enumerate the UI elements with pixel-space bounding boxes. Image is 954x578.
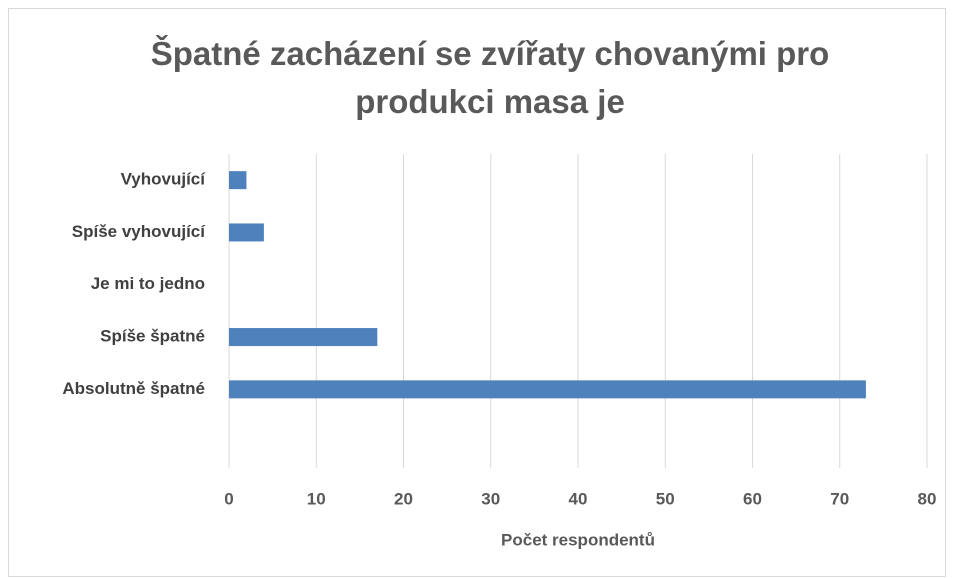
x-tick-label: 50 <box>656 489 675 508</box>
x-tick-label: 60 <box>743 489 762 508</box>
chart-border <box>8 8 946 577</box>
bar <box>229 380 866 399</box>
y-tick-label: Spíše vyhovující <box>72 222 206 241</box>
y-tick-label: Spíše špatné <box>100 327 205 346</box>
y-tick-label: Absolutně špatné <box>62 379 205 398</box>
x-tick-label: 30 <box>481 489 500 508</box>
chart-title: Špatné zacházení se zvířaty chovanými pr… <box>150 35 830 120</box>
y-tick-label: Vyhovující <box>121 170 207 189</box>
x-tick-label: 80 <box>918 489 937 508</box>
x-tick-label: 20 <box>394 489 413 508</box>
x-tick-label: 0 <box>224 489 233 508</box>
x-tick-label: 40 <box>569 489 588 508</box>
x-axis-label: Počet respondentů <box>501 530 655 549</box>
bar <box>229 223 264 242</box>
x-tick-label: 70 <box>830 489 849 508</box>
bar <box>229 171 247 190</box>
bar <box>229 328 378 347</box>
y-tick-label: Je mi to jedno <box>91 274 205 293</box>
x-tick-label: 10 <box>307 489 326 508</box>
